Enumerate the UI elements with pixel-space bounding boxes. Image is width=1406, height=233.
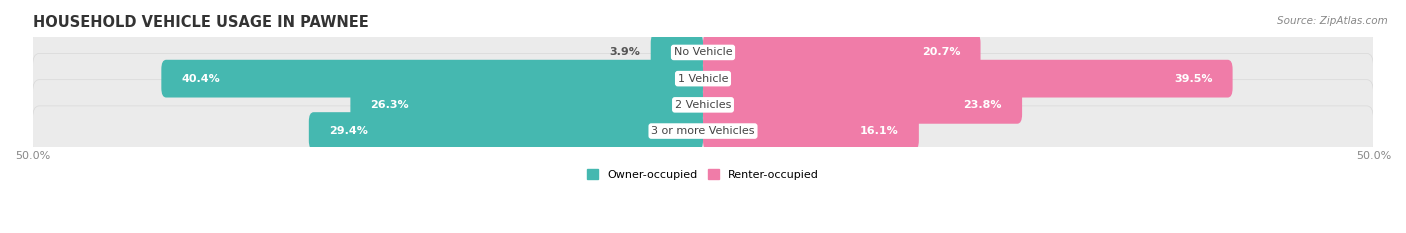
Text: 3.9%: 3.9% <box>609 48 640 58</box>
FancyBboxPatch shape <box>32 27 1374 78</box>
FancyBboxPatch shape <box>309 112 703 150</box>
Text: 26.3%: 26.3% <box>371 100 409 110</box>
Text: Source: ZipAtlas.com: Source: ZipAtlas.com <box>1277 16 1388 26</box>
Text: 39.5%: 39.5% <box>1174 74 1212 84</box>
FancyBboxPatch shape <box>32 80 1374 130</box>
FancyBboxPatch shape <box>162 60 703 98</box>
FancyBboxPatch shape <box>651 34 703 71</box>
Text: 2 Vehicles: 2 Vehicles <box>675 100 731 110</box>
FancyBboxPatch shape <box>703 34 980 71</box>
Text: No Vehicle: No Vehicle <box>673 48 733 58</box>
FancyBboxPatch shape <box>350 86 703 124</box>
Text: HOUSEHOLD VEHICLE USAGE IN PAWNEE: HOUSEHOLD VEHICLE USAGE IN PAWNEE <box>32 15 368 30</box>
FancyBboxPatch shape <box>32 54 1374 104</box>
Text: 29.4%: 29.4% <box>329 126 368 136</box>
Text: 1 Vehicle: 1 Vehicle <box>678 74 728 84</box>
FancyBboxPatch shape <box>32 106 1374 156</box>
FancyBboxPatch shape <box>703 112 920 150</box>
Text: 40.4%: 40.4% <box>181 74 221 84</box>
FancyBboxPatch shape <box>703 86 1022 124</box>
Text: 3 or more Vehicles: 3 or more Vehicles <box>651 126 755 136</box>
FancyBboxPatch shape <box>703 60 1233 98</box>
Text: 23.8%: 23.8% <box>963 100 1002 110</box>
Text: 16.1%: 16.1% <box>860 126 898 136</box>
Text: 20.7%: 20.7% <box>922 48 960 58</box>
Legend: Owner-occupied, Renter-occupied: Owner-occupied, Renter-occupied <box>586 169 820 180</box>
